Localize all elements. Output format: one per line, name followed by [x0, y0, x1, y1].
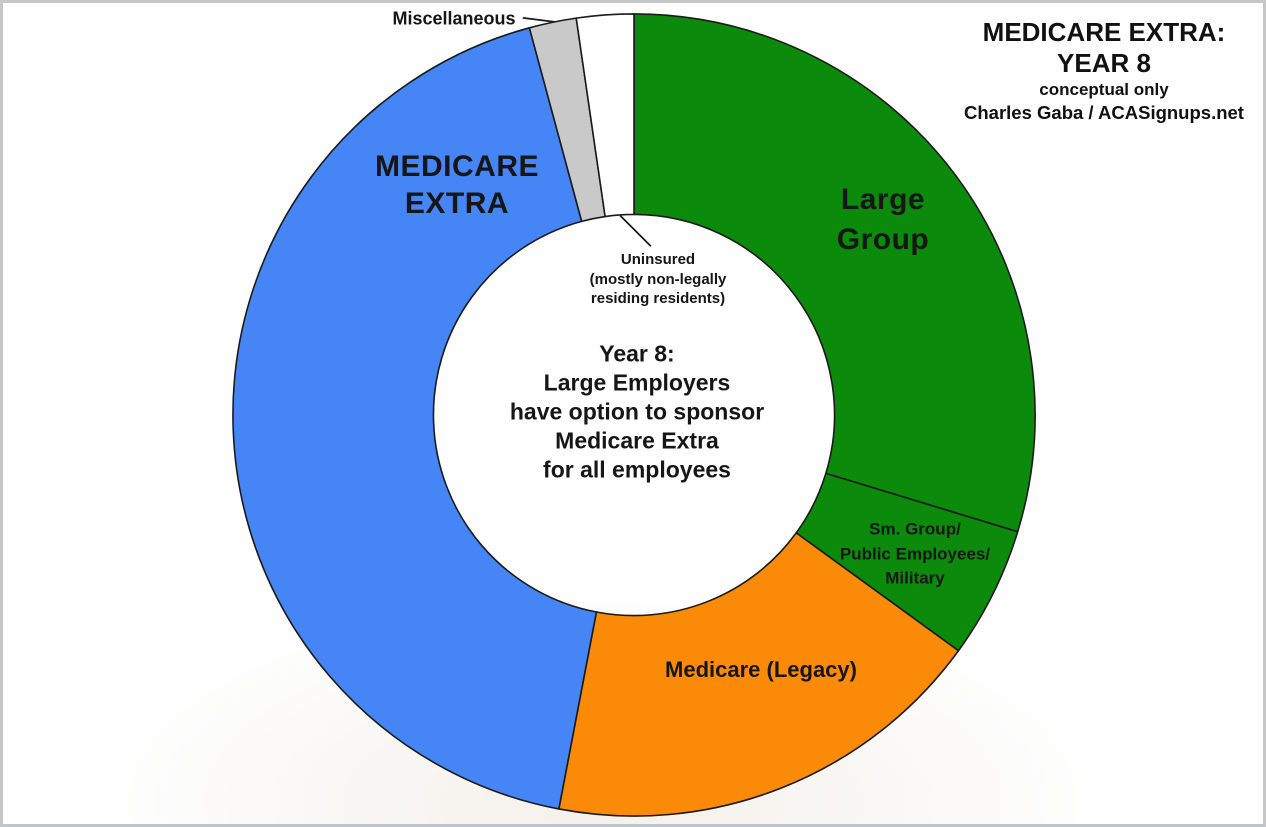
chart-title-line2: YEAR 8	[1057, 48, 1151, 78]
label-miscellaneous: Miscellaneous	[392, 8, 516, 29]
segment-large-group	[633, 13, 1036, 533]
label-large-group-line2: Group	[836, 223, 930, 256]
segment-medicare-legacy	[558, 532, 960, 817]
donut-chart	[232, 13, 1036, 817]
label-sm-group-line2: Public Employees/	[839, 543, 991, 563]
label-medicare-legacy: Medicare (Legacy)	[665, 657, 857, 682]
label-medicare-extra-line2: EXTRA	[404, 187, 510, 220]
label-uninsured-line3: residing residents)	[590, 289, 726, 307]
label-medicare-extra: MEDICARE EXTRA	[375, 148, 539, 222]
center-annotation-line2: Large Employers	[543, 369, 731, 396]
chart-title-block: MEDICARE EXTRA: YEAR 8 conceptual only C…	[954, 17, 1254, 124]
label-sm-group: Sm. Group/ Public Employees/ Military	[840, 517, 990, 591]
center-annotation-line3: have option to sponsor	[509, 398, 765, 425]
label-sm-group-line3: Military	[885, 568, 945, 588]
center-annotation-line4: Medicare Extra	[555, 427, 719, 454]
segment-medicare-extra	[232, 27, 598, 810]
label-large-group: Large Group	[837, 180, 930, 260]
center-annotation-line1: Year 8:	[599, 340, 675, 367]
center-annotation-line5: for all employees	[543, 456, 731, 483]
label-large-group-line1: Large	[840, 183, 926, 216]
label-uninsured: Uninsured (mostly non-legally residing r…	[590, 250, 727, 309]
segment-uninsured	[575, 13, 635, 218]
label-sm-group-line1: Sm. Group/	[869, 519, 961, 539]
miscellaneous-leader-line	[522, 17, 555, 23]
chart-subtitle: conceptual only	[1039, 80, 1169, 99]
center-annotation: Year 8: Large Employers have option to s…	[510, 340, 764, 485]
chart-title-line1: MEDICARE EXTRA:	[982, 17, 1226, 47]
label-uninsured-line1: Uninsured	[620, 250, 696, 268]
uninsured-leader-line	[619, 214, 652, 247]
chart-credit: Charles Gaba / ACASignups.net	[964, 102, 1244, 123]
label-medicare-extra-line1: MEDICARE	[374, 150, 540, 183]
label-uninsured-line2: (mostly non-legally	[589, 270, 727, 288]
